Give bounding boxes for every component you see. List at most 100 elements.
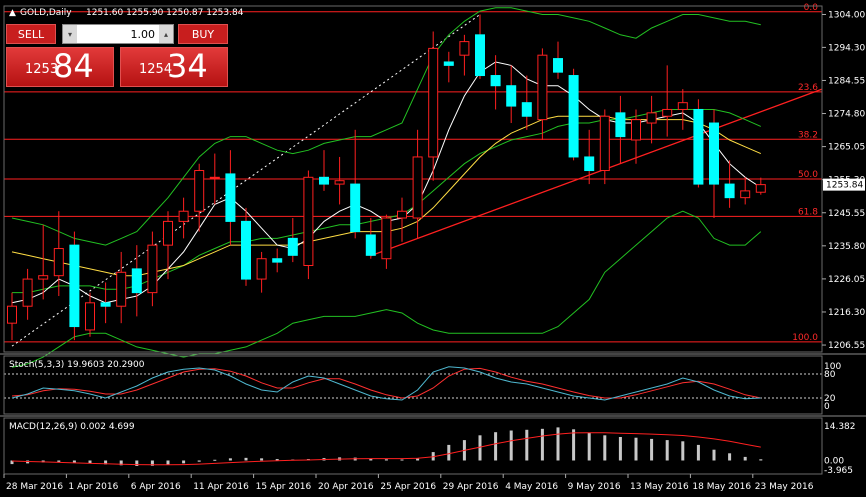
axes: 1304.001294.301284.551274.801265.051255.… [0,5,866,492]
candle-body [646,112,657,124]
candle-body [568,75,579,158]
candle-body [241,220,251,280]
candle-body [69,244,80,328]
macd-histogram-bar [10,460,14,465]
date-label: 4 May 2016 [505,482,558,492]
macd-histogram-bar [119,460,123,466]
macd-histogram-bar [369,458,373,461]
candle-body [116,271,127,307]
stoch-main-line [11,366,761,401]
date-label: 29 Apr 2016 [443,482,499,492]
stochastic-panel [4,366,822,401]
price-tick-label: 1294.30 [828,43,865,53]
candle-body [287,237,298,256]
stoch-title: Stoch(5,3,3) 19.9603 20.2900 [9,360,145,370]
candle-body [38,275,49,280]
buy-button[interactable]: BUY [178,24,228,44]
candle-body [225,173,236,222]
candle-body [85,302,95,331]
candle-body [724,183,735,199]
current-price-label: 1253.84 [826,181,863,191]
buy-quote[interactable]: 1254 34 [120,47,228,87]
candle-body [319,176,329,185]
macd-histogram-bar [618,436,622,461]
buy-price-prefix: 1254 [139,62,173,77]
price-tick-label: 1206.55 [828,341,865,351]
candle-body [178,210,189,222]
candle-body [163,220,173,246]
candle-body [740,190,751,199]
candle-body [475,34,485,77]
price-tick-label: 1304.00 [828,10,865,20]
stoch-tick-label: 0 [824,402,830,412]
candle-body [428,47,439,158]
candle-body [147,244,158,294]
chart-header: ▲ GOLD,Daily 1251.60 1255.90 1250.87 125… [9,8,244,18]
candle-body [631,119,641,141]
sell-button[interactable]: SELL [6,24,56,44]
macd-signal-line [11,432,761,466]
lot-size-value[interactable]: 1.00 [130,27,156,41]
decrease-lot-icon[interactable]: ▾ [63,25,77,43]
current-price-box [823,178,865,191]
dotted-trend-line [11,14,481,347]
candle-body [100,302,111,307]
macd-histogram-bar [525,429,529,461]
panel-frame [3,5,823,353]
collapse-triangle-icon[interactable]: ▲ [9,8,16,18]
macd-histogram-bar [182,460,186,464]
candle-body [755,184,766,193]
buy-price-pips: 34 [167,47,208,85]
price-tick-label: 1274.80 [828,110,865,120]
bollinger-upper-line [11,7,761,246]
macd-histogram-bar [213,459,217,461]
stoch-tick-label: 20 [824,394,836,404]
fib-level-label: 50.0 [798,170,818,180]
lot-size-stepper[interactable]: ▾ 1.00 ▴ [62,24,174,44]
price-tick-label: 1235.80 [828,242,865,252]
macd-histogram-bar [478,435,482,461]
macd-title: MACD(12,26,9) 0.002 4.699 [9,422,135,432]
macd-histogram-bar [228,458,232,461]
macd-histogram-bar [696,444,700,461]
price-tick-label: 1216.30 [828,308,865,318]
candle-body [506,85,517,107]
macd-histogram-bar [135,460,139,467]
candle-body [303,176,314,266]
macd-histogram-bar [166,460,170,465]
macd-histogram-bar [400,459,404,461]
macd-histogram-bar [681,441,685,461]
candle-body [7,305,17,324]
price-tick-label: 1265.05 [828,143,865,153]
candle-body [209,176,220,179]
date-label: 13 May 2016 [630,482,689,492]
panel-frame [3,355,823,415]
candle-body [584,156,595,172]
date-label: 23 May 2016 [755,482,814,492]
candle-body [553,58,563,73]
macd-histogram-bar [104,460,108,465]
candle-body [256,258,267,280]
date-label: 25 Apr 2016 [380,482,436,492]
candle-body [521,102,532,117]
stoch-signal-line [11,367,761,399]
bollinger-lower-line [11,210,762,368]
sell-price-pips: 84 [53,47,94,85]
macd-histogram-bar [197,460,201,462]
date-label: 6 Apr 2016 [131,482,181,492]
candle-body [194,170,205,212]
candle-body [662,108,673,117]
macd-histogram-bar [556,427,560,461]
macd-panel [10,427,763,467]
date-label: 9 May 2016 [568,482,621,492]
macd-histogram-bar [88,460,92,464]
sell-quote[interactable]: 1253 84 [6,47,114,87]
date-label: 15 Apr 2016 [256,482,312,492]
candle-body [709,122,719,185]
one-click-trade-panel: SELL ▾ 1.00 ▴ BUY 1253 84 1254 34 [6,22,228,88]
date-label: 1 Apr 2016 [68,482,118,492]
increase-lot-icon[interactable]: ▴ [159,25,173,43]
candle-body [365,234,376,256]
macd-histogram-bar [384,459,388,461]
